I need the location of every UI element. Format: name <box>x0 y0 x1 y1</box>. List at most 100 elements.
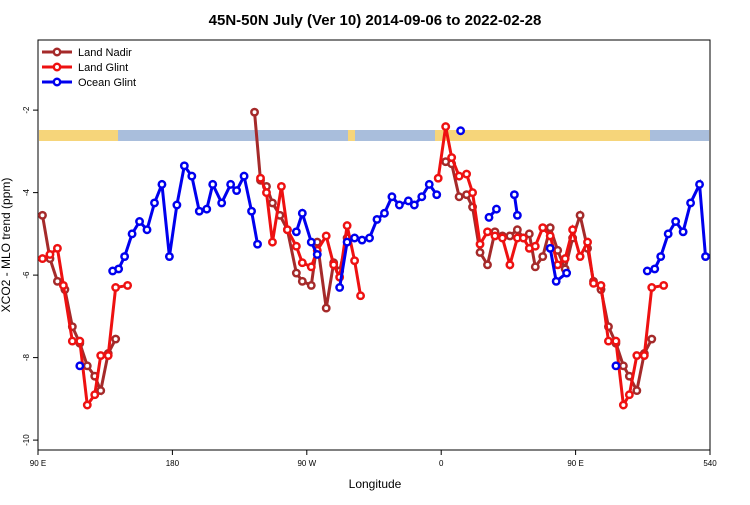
point <box>202 204 212 214</box>
legend-marker <box>52 77 62 87</box>
point <box>671 217 681 226</box>
legend-label: Land Nadir <box>78 47 132 59</box>
x-tick-label: 90 W <box>297 459 316 468</box>
point <box>530 262 540 272</box>
point <box>545 243 555 253</box>
point <box>226 179 236 189</box>
point <box>75 336 85 346</box>
point <box>232 186 242 196</box>
point <box>611 336 621 346</box>
point <box>208 179 218 189</box>
point <box>253 239 262 249</box>
point <box>509 190 519 200</box>
point <box>262 188 271 198</box>
point <box>611 361 621 371</box>
point <box>357 235 367 245</box>
legend-label: Ocean Glint <box>78 77 136 89</box>
point <box>306 280 316 290</box>
y-tick-label: -10 <box>22 434 31 446</box>
point <box>127 229 137 239</box>
series-line <box>41 126 664 410</box>
point <box>194 206 204 216</box>
point <box>632 351 642 360</box>
point <box>297 258 307 268</box>
point <box>518 233 528 243</box>
point <box>217 198 227 208</box>
point <box>686 198 696 208</box>
point <box>432 190 442 200</box>
point <box>297 208 307 218</box>
point <box>312 250 322 259</box>
point <box>179 161 189 171</box>
chart-title: 45N-50N July (Ver 10) 2014-09-06 to 2022… <box>209 12 542 29</box>
point <box>268 237 277 247</box>
point <box>604 336 613 346</box>
point <box>560 254 570 264</box>
point <box>114 264 124 274</box>
point <box>306 262 316 272</box>
point <box>441 122 451 132</box>
x-axis-label: Longitude <box>349 477 402 491</box>
point <box>618 400 628 410</box>
map-strip <box>39 130 709 141</box>
point <box>417 192 427 202</box>
point <box>38 254 47 264</box>
point <box>433 173 443 183</box>
point <box>575 210 585 220</box>
point <box>551 276 561 286</box>
legend-label: Land Glint <box>78 62 128 74</box>
point <box>647 283 657 292</box>
point <box>538 252 548 261</box>
point <box>142 225 152 235</box>
x-tick-label: 540 <box>703 459 717 468</box>
point <box>483 227 492 237</box>
point <box>545 231 555 241</box>
point <box>409 200 419 210</box>
point <box>656 252 666 261</box>
point <box>111 283 121 292</box>
point <box>618 361 628 371</box>
point <box>67 336 77 346</box>
point <box>96 351 106 360</box>
point <box>123 280 133 290</box>
point <box>650 264 660 274</box>
point <box>291 241 301 251</box>
point <box>58 280 68 290</box>
point <box>157 179 167 189</box>
legend-marker <box>52 62 62 72</box>
point <box>38 210 47 220</box>
y-axis-label: XCO2 - MLO trend (ppm) <box>0 178 13 313</box>
point <box>484 212 494 222</box>
point <box>387 192 397 202</box>
point <box>403 196 413 206</box>
point <box>583 237 592 247</box>
point <box>468 188 478 198</box>
point <box>639 351 649 360</box>
point <box>462 169 472 179</box>
point <box>596 280 606 290</box>
plot-frame <box>37 39 711 451</box>
series-line <box>112 162 708 288</box>
point <box>187 171 197 181</box>
point <box>52 276 62 286</box>
point <box>553 260 563 270</box>
point <box>365 233 374 243</box>
x-tick-label: 90 E <box>30 459 46 468</box>
point <box>663 229 673 239</box>
y-tick-label: -6 <box>22 271 31 279</box>
point <box>624 390 634 400</box>
point <box>492 204 501 214</box>
point <box>394 200 404 210</box>
point <box>350 256 360 266</box>
point <box>342 237 352 247</box>
point <box>456 126 466 136</box>
point <box>82 400 92 410</box>
point <box>306 237 316 247</box>
point <box>321 231 331 241</box>
point <box>678 227 688 237</box>
point <box>291 227 301 237</box>
legend-marker <box>52 47 62 57</box>
point <box>82 361 92 371</box>
